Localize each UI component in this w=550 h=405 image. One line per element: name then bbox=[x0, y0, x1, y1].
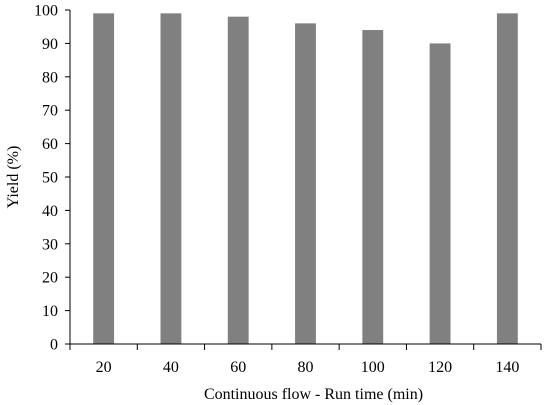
y-tick-label: 90 bbox=[42, 36, 58, 53]
y-tick-label: 60 bbox=[42, 136, 58, 153]
x-tick-label: 120 bbox=[428, 359, 452, 376]
y-tick-label: 50 bbox=[42, 170, 58, 187]
y-ticks-group: 0 10 20 30 40 50 60 70 80 90 100 bbox=[34, 3, 70, 354]
bar-60 bbox=[227, 16, 249, 345]
bar-140 bbox=[496, 13, 518, 345]
bar-80 bbox=[295, 23, 316, 345]
y-tick-label: 70 bbox=[42, 103, 58, 120]
bar-20 bbox=[93, 13, 115, 345]
x-tick-label: 40 bbox=[163, 359, 179, 376]
bars-group bbox=[93, 13, 518, 345]
x-tick-label: 20 bbox=[96, 359, 112, 376]
y-tick-label: 40 bbox=[42, 203, 58, 220]
x-ticks-group: 20 40 60 80 100 120 140 bbox=[69, 344, 542, 376]
y-tick-label: 0 bbox=[50, 337, 58, 354]
y-tick-label: 80 bbox=[42, 69, 58, 86]
y-tick-label: 10 bbox=[42, 303, 58, 320]
x-axis-title: Continuous flow - Run time (min) bbox=[204, 386, 423, 403]
bar-40 bbox=[160, 13, 182, 345]
x-tick-label: 60 bbox=[230, 359, 246, 376]
y-tick-label: 100 bbox=[34, 3, 58, 20]
y-tick-label: 20 bbox=[42, 270, 58, 287]
bar-120 bbox=[429, 43, 451, 345]
x-tick-label: 80 bbox=[298, 359, 314, 376]
x-tick-label: 100 bbox=[361, 359, 385, 376]
bar-100 bbox=[362, 30, 384, 344]
y-tick-label: 30 bbox=[42, 236, 58, 253]
y-axis-title: Yield (%) bbox=[5, 146, 22, 209]
x-tick-label: 140 bbox=[495, 359, 519, 376]
